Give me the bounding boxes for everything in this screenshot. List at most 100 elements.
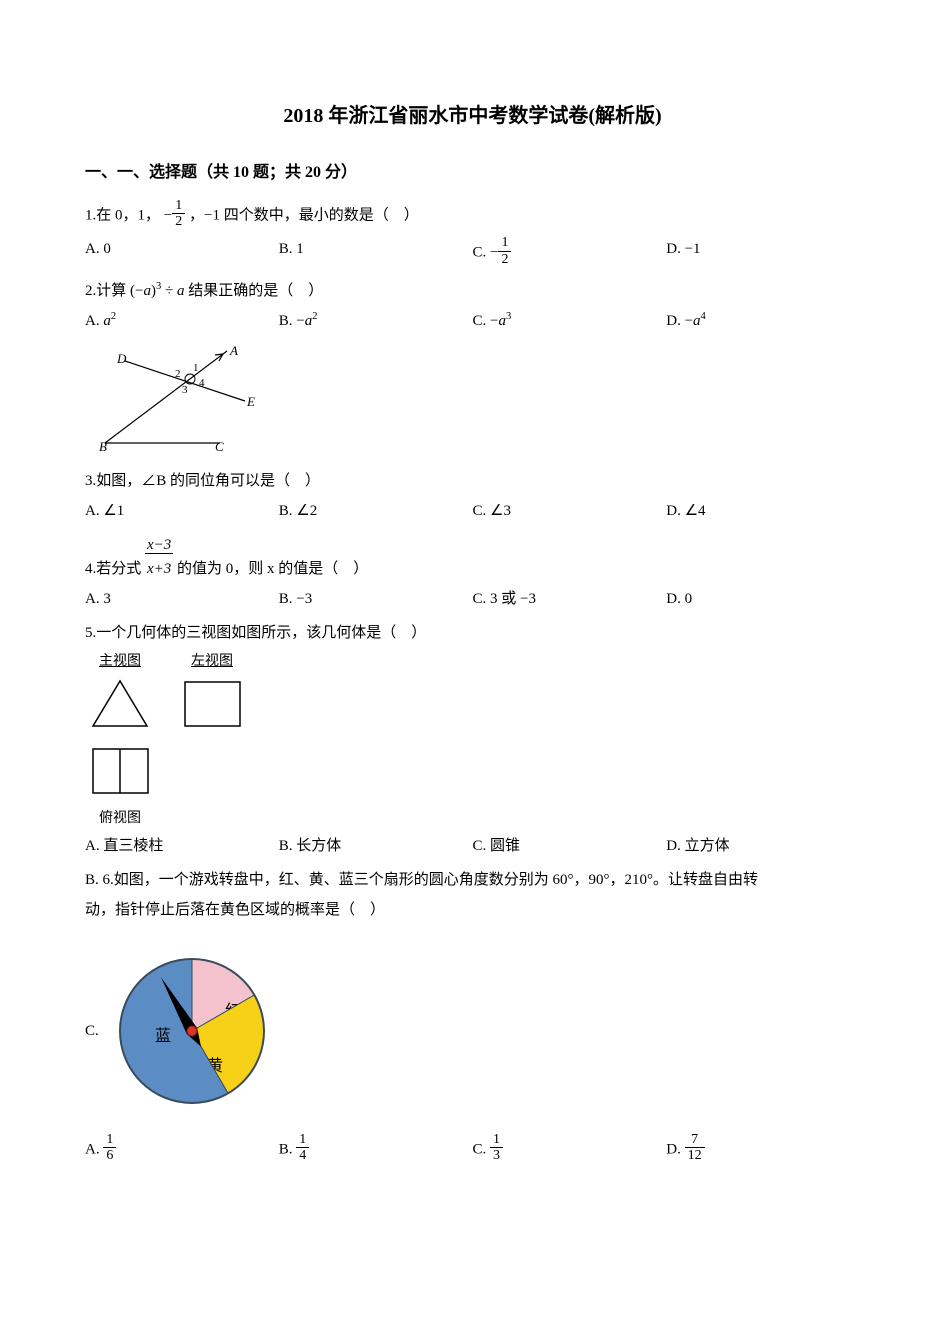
q1-text: 1.在 0，1， −12 ，−1 四个数中，最小的数是（ ）: [85, 200, 860, 232]
q5-left-label: 左视图: [177, 651, 247, 673]
q3-num-1: 1: [193, 362, 199, 374]
q6-optA-pre: A.: [85, 1141, 103, 1157]
q6-optA-den: 6: [103, 1148, 116, 1163]
question-5: 5.一个几何体的三视图如图所示，该几何体是（ ） 主视图 左视图 俯视图: [85, 621, 860, 858]
q3-figure: A D E B C 1 2 3 4: [95, 343, 860, 461]
q2-optC-pre: C. −: [473, 313, 499, 329]
q2-options: A. a2 B. −a2 C. −a3 D. −a4: [85, 309, 860, 333]
q3-label-D: D: [116, 351, 127, 366]
q3-label-C: C: [215, 439, 224, 453]
q5-left-svg: [177, 676, 247, 731]
q5-views: 主视图 左视图 俯视图: [85, 651, 860, 830]
q6-optB-num: 1: [296, 1132, 309, 1148]
q5-left-view: 左视图: [177, 651, 247, 738]
q5-options: A. 直三棱柱 B. 长方体 C. 圆锥 D. 立方体: [85, 834, 860, 858]
q2-optA: A. a2: [85, 309, 279, 333]
q3-text: 3.如图，∠B 的同位角可以是（ ）: [85, 469, 860, 493]
q2-suffix: 结果正确的是（ ）: [188, 283, 323, 299]
q6-c-label: C.: [85, 1019, 99, 1043]
q6-line1: B. 6.如图，一个游戏转盘中，红、黄、蓝三个扇形的圆心角度数分别为 60°，9…: [85, 868, 860, 892]
q4-optB: B. −3: [279, 587, 473, 611]
q2-optA-sup: 2: [111, 311, 116, 322]
q4-text: 4.若分式 x−3 x+3 的值为 0，则 x 的值是（ ）: [85, 533, 860, 581]
question-2: 2.计算 (−a)3 ÷ a 结果正确的是（ ） A. a2 B. −a2 C.…: [85, 279, 860, 333]
question-6: B. 6.如图，一个游戏转盘中，红、黄、蓝三个扇形的圆心角度数分别为 60°，9…: [85, 868, 860, 1166]
q1-optB: B. 1: [279, 237, 473, 269]
q3-label-E: E: [246, 394, 255, 409]
q1-optD: D. −1: [666, 237, 860, 269]
q2-optB-pre: B. −: [279, 313, 305, 329]
q2-optD-sup: 4: [701, 311, 706, 322]
q3-optC: C. ∠3: [473, 499, 667, 523]
question-1: 1.在 0，1， −12 ，−1 四个数中，最小的数是（ ） A. 0 B. 1…: [85, 200, 860, 270]
question-3: 3.如图，∠B 的同位角可以是（ ） A. ∠1 B. ∠2 C. ∠3 D. …: [85, 469, 860, 523]
q6-optC-pre: C.: [473, 1141, 491, 1157]
q3-optD: D. ∠4: [666, 499, 860, 523]
q6-optD-pre: D.: [666, 1141, 684, 1157]
q1-optC: C. −12: [473, 237, 667, 269]
q5-optD: D. 立方体: [666, 834, 860, 858]
q5-main-label: 主视图: [85, 651, 155, 673]
q6-optC: C. 13: [473, 1134, 667, 1166]
q3-num-3: 3: [182, 384, 188, 396]
q3-label-B: B: [99, 439, 107, 453]
q4-suffix: 的值为 0，则 x 的值是（ ）: [177, 561, 368, 577]
q4-frac: x−3 x+3: [145, 533, 173, 581]
question-4: 4.若分式 x−3 x+3 的值为 0，则 x 的值是（ ） A. 3 B. −…: [85, 533, 860, 611]
section-header: 一、一、选择题（共 10 题；共 20 分）: [85, 160, 860, 186]
q1-neg: −: [164, 207, 172, 223]
q1-optC-frac: 12: [498, 235, 511, 267]
q3-optB: B. ∠2: [279, 499, 473, 523]
q6-options: A. 16 B. 14 C. 13 D. 712: [85, 1134, 860, 1166]
q2-optA-pre: A.: [85, 313, 103, 329]
q6-optA-num: 1: [103, 1132, 116, 1148]
q4-frac-num: x−3: [145, 537, 173, 554]
q5-text: 5.一个几何体的三视图如图所示，该几何体是（ ）: [85, 621, 860, 645]
q2-optB-sup: 2: [312, 311, 317, 322]
q5-main-view: 主视图: [85, 651, 155, 738]
q6-optB-pre: B.: [279, 1141, 297, 1157]
q5-optB: B. 长方体: [279, 834, 473, 858]
q2-expr: (−a)3 ÷ a: [130, 283, 184, 299]
q3-options: A. ∠1 B. ∠2 C. ∠3 D. ∠4: [85, 499, 860, 523]
q2-optD: D. −a4: [666, 309, 860, 333]
svg-text:蓝: 蓝: [155, 1027, 171, 1045]
q6-optB-den: 4: [296, 1148, 309, 1163]
q4-optA: A. 3: [85, 587, 279, 611]
q2-text: 2.计算 (−a)3 ÷ a 结果正确的是（ ）: [85, 279, 860, 303]
q3-num-4: 4: [199, 377, 205, 389]
q2-optD-pre: D. −: [666, 313, 693, 329]
q2-optC: C. −a3: [473, 309, 667, 333]
document-title: 2018 年浙江省丽水市中考数学试卷(解析版): [85, 100, 860, 132]
q3-svg: A D E B C 1 2 3 4: [95, 343, 265, 453]
q6-optD-den: 12: [685, 1148, 705, 1163]
q1-options: A. 0 B. 1 C. −12 D. −1: [85, 237, 860, 269]
q1-suffix: ，−1 四个数中，最小的数是（ ）: [189, 207, 419, 223]
q5-top-view: 俯视图: [85, 743, 155, 830]
q4-prefix: 4.若分式: [85, 561, 145, 577]
q5-top-label: 俯视图: [85, 808, 155, 830]
q6-optC-den: 3: [490, 1148, 503, 1163]
q2-prefix: 2.计算: [85, 283, 130, 299]
q2-optD-math: a: [693, 313, 701, 329]
q1-optC-prefix: C.: [473, 245, 491, 261]
q4-options: A. 3 B. −3 C. 3 或 −3 D. 0: [85, 587, 860, 611]
q5-top-svg: [85, 743, 155, 798]
q4-optC: C. 3 或 −3: [473, 587, 667, 611]
q2-optC-sup: 3: [506, 311, 511, 322]
q6-line2: 动，指针停止后落在黄色区域的概率是（ ）: [85, 898, 860, 922]
q2-optC-math: a: [498, 313, 506, 329]
q3-label-A: A: [229, 343, 238, 358]
q6-pie-row: C. 红黄蓝: [85, 946, 860, 1116]
q6-optC-num: 1: [490, 1132, 503, 1148]
q6-optD-num: 7: [685, 1132, 705, 1148]
q3-num-2: 2: [175, 368, 181, 380]
q5-main-svg: [85, 676, 155, 731]
q5-optA: A. 直三棱柱: [85, 834, 279, 858]
q1-optA: A. 0: [85, 237, 279, 269]
q1-frac: 12: [172, 198, 185, 230]
q1-prefix: 1.在 0，1，: [85, 207, 160, 223]
q5-optC: C. 圆锥: [473, 834, 667, 858]
q6-optA: A. 16: [85, 1134, 279, 1166]
q4-frac-den: x+3: [145, 557, 173, 581]
